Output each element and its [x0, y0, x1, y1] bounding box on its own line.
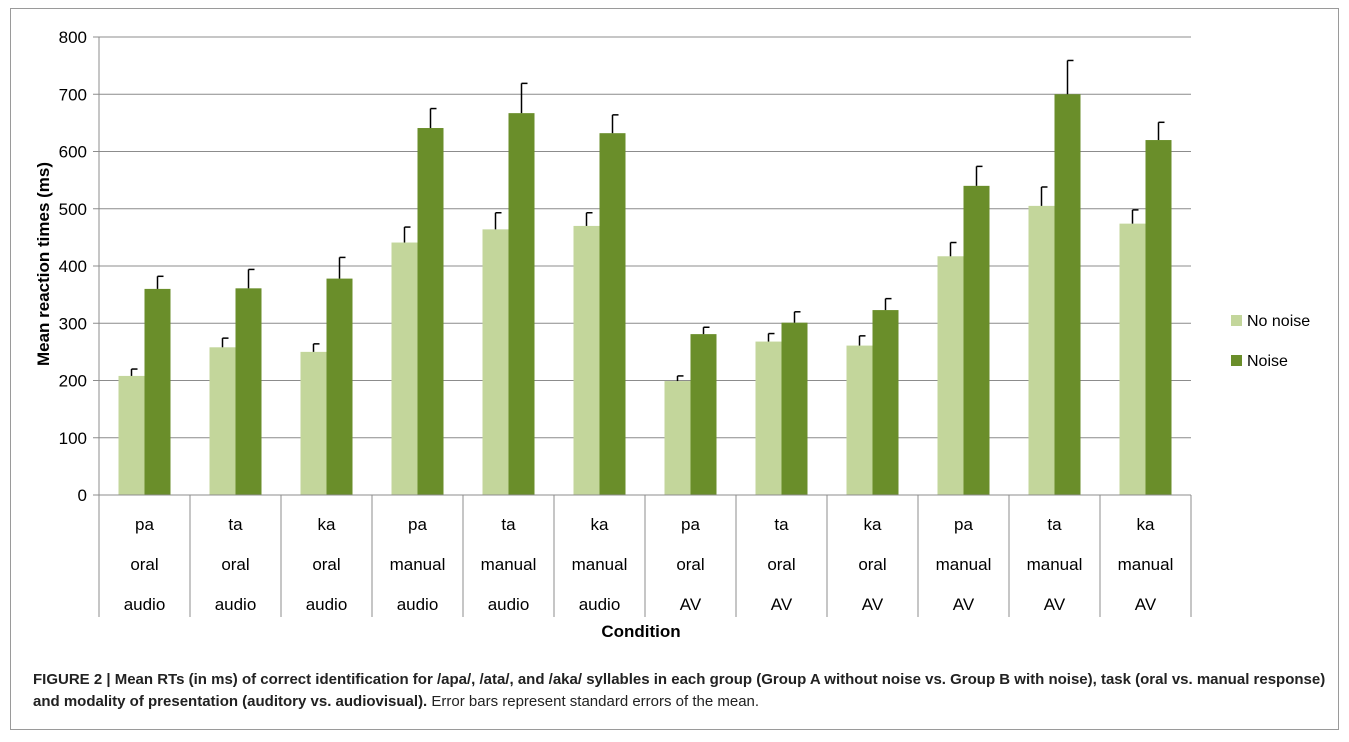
- bar-noise-7: [781, 322, 808, 495]
- bars: [118, 94, 1172, 496]
- category-label-4-1: manual: [481, 555, 537, 574]
- grid-lines: [98, 36, 1191, 496]
- bar-noise-0: [144, 288, 171, 495]
- category-label-0-2: audio: [124, 595, 166, 614]
- bar-noise-9: [963, 185, 990, 495]
- category-label-1-1: oral: [221, 555, 249, 574]
- bar-no-noise-6: [664, 381, 691, 495]
- bar-no-noise-2: [300, 351, 327, 495]
- bar-no-noise-4: [482, 229, 509, 496]
- category-label-10-1: manual: [1027, 555, 1083, 574]
- category-label-5-0: ka: [591, 515, 610, 534]
- ytick-label-600: 600: [59, 143, 87, 162]
- category-label-8-1: oral: [858, 555, 886, 574]
- category-label-8-0: ka: [864, 515, 883, 534]
- category-label-4-2: audio: [488, 595, 530, 614]
- bar-no-noise-11: [1119, 223, 1146, 495]
- bar-no-noise-0: [118, 375, 145, 495]
- category-label-3-1: manual: [390, 555, 446, 574]
- bar-no-noise-7: [755, 341, 782, 495]
- category-label-3-0: pa: [408, 515, 427, 534]
- bar-noise-1: [235, 288, 262, 495]
- ytick-label-800: 800: [59, 28, 87, 47]
- category-label-0-0: pa: [135, 515, 154, 534]
- bar-no-noise-3: [391, 242, 418, 495]
- bar-noise-2: [326, 278, 353, 495]
- category-label-9-2: AV: [953, 595, 975, 614]
- category-label-11-0: ka: [1137, 515, 1156, 534]
- bar-no-noise-5: [573, 225, 600, 496]
- bar-no-noise-9: [937, 256, 964, 495]
- y-axis-ticks: 0 100 200 300 400 500 600 700 800: [59, 28, 99, 505]
- category-label-6-0: pa: [681, 515, 700, 534]
- legend-label-noise: Noise: [1247, 353, 1288, 370]
- category-table: pa oral audio ta oral audio ka oral audio pa manua…: [98, 494, 1192, 617]
- bar-noise-6: [690, 334, 717, 495]
- bar-no-noise-1: [209, 347, 236, 495]
- bar-noise-10: [1054, 94, 1081, 495]
- y-axis-label: Mean reaction times (ms): [34, 162, 53, 366]
- category-label-2-0: ka: [318, 515, 337, 534]
- bar-no-noise-10: [1028, 205, 1055, 495]
- category-label-10-2: AV: [1044, 595, 1066, 614]
- ytick-label-200: 200: [59, 372, 87, 391]
- category-label-7-2: AV: [771, 595, 793, 614]
- category-label-6-2: AV: [680, 595, 702, 614]
- caption-note: Error bars represent standard errors of …: [427, 693, 760, 710]
- caption-title: FIGURE 2 | Mean RTs (in ms) of correct i…: [33, 671, 1326, 710]
- category-label-11-1: manual: [1118, 555, 1174, 574]
- category-label-8-2: AV: [862, 595, 884, 614]
- category-label-7-1: oral: [767, 555, 795, 574]
- bar-chart: 0 100 200 300 400 500 600 700 800 pa oral audio ta o…: [34, 28, 1310, 641]
- bar-noise-5: [599, 133, 626, 495]
- category-label-5-1: manual: [572, 555, 628, 574]
- error-bars: [130, 59, 1165, 382]
- bar-noise-3: [417, 128, 444, 495]
- ytick-label-300: 300: [59, 314, 87, 333]
- bar-noise-8: [872, 310, 899, 495]
- category-label-7-0: ta: [774, 515, 789, 534]
- ytick-label-700: 700: [59, 85, 87, 104]
- x-axis-label: Condition: [601, 622, 680, 641]
- bar-noise-4: [508, 113, 535, 495]
- legend: No noise Noise: [1231, 313, 1310, 370]
- category-label-9-1: manual: [936, 555, 992, 574]
- ytick-label-0: 0: [78, 486, 87, 505]
- ytick-label-500: 500: [59, 200, 87, 219]
- figure-caption: FIGURE 2 | Mean RTs (in ms) of correct i…: [33, 669, 1333, 713]
- category-label-2-1: oral: [312, 555, 340, 574]
- category-label-10-0: ta: [1047, 515, 1062, 534]
- category-label-0-1: oral: [130, 555, 158, 574]
- category-label-6-1: oral: [676, 555, 704, 574]
- category-label-4-0: ta: [501, 515, 516, 534]
- category-label-3-2: audio: [397, 595, 439, 614]
- category-label-1-0: ta: [228, 515, 243, 534]
- ytick-label-400: 400: [59, 257, 87, 276]
- figure-frame: 0 100 200 300 400 500 600 700 800 pa oral audio ta o…: [10, 8, 1339, 730]
- bar-noise-11: [1145, 140, 1172, 496]
- category-label-1-2: audio: [215, 595, 257, 614]
- ytick-label-100: 100: [59, 429, 87, 448]
- bar-no-noise-8: [846, 345, 873, 495]
- category-label-5-2: audio: [579, 595, 621, 614]
- category-label-11-2: AV: [1135, 595, 1157, 614]
- legend-swatch-no-noise: [1231, 315, 1242, 326]
- legend-label-no-noise: No noise: [1247, 313, 1310, 330]
- category-label-2-2: audio: [306, 595, 348, 614]
- category-label-9-0: pa: [954, 515, 973, 534]
- legend-swatch-noise: [1231, 355, 1242, 366]
